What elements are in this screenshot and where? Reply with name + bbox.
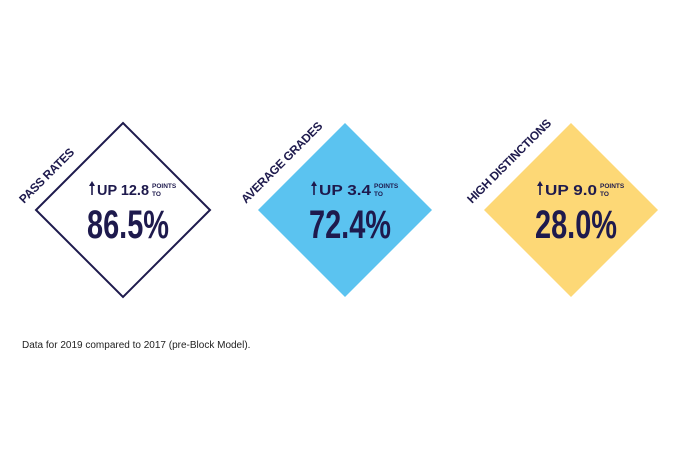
up-arrow-head — [537, 181, 543, 186]
up-arrow-head — [311, 181, 317, 186]
up-arrow-head — [89, 181, 95, 186]
change: UP 12.8 — [97, 182, 149, 199]
unit-bottom: TO — [374, 191, 383, 198]
diamond — [34, 121, 212, 299]
unit-top: POINTS — [374, 183, 399, 190]
unit-bottom: TO — [600, 191, 609, 198]
change: UP 3.4 — [319, 182, 372, 199]
unit-bottom: TO — [152, 191, 161, 198]
footnote: Data for 2019 compared to 2017 (pre-Bloc… — [22, 340, 250, 351]
unit-top: POINTS — [152, 183, 177, 190]
diamond — [258, 123, 432, 297]
value: 28.0% — [535, 203, 617, 247]
value: 72.4% — [309, 203, 391, 247]
unit-top: POINTS — [600, 183, 625, 190]
value: 86.5% — [87, 203, 169, 247]
change: UP 9.0 — [545, 182, 597, 199]
diamond — [484, 123, 658, 297]
